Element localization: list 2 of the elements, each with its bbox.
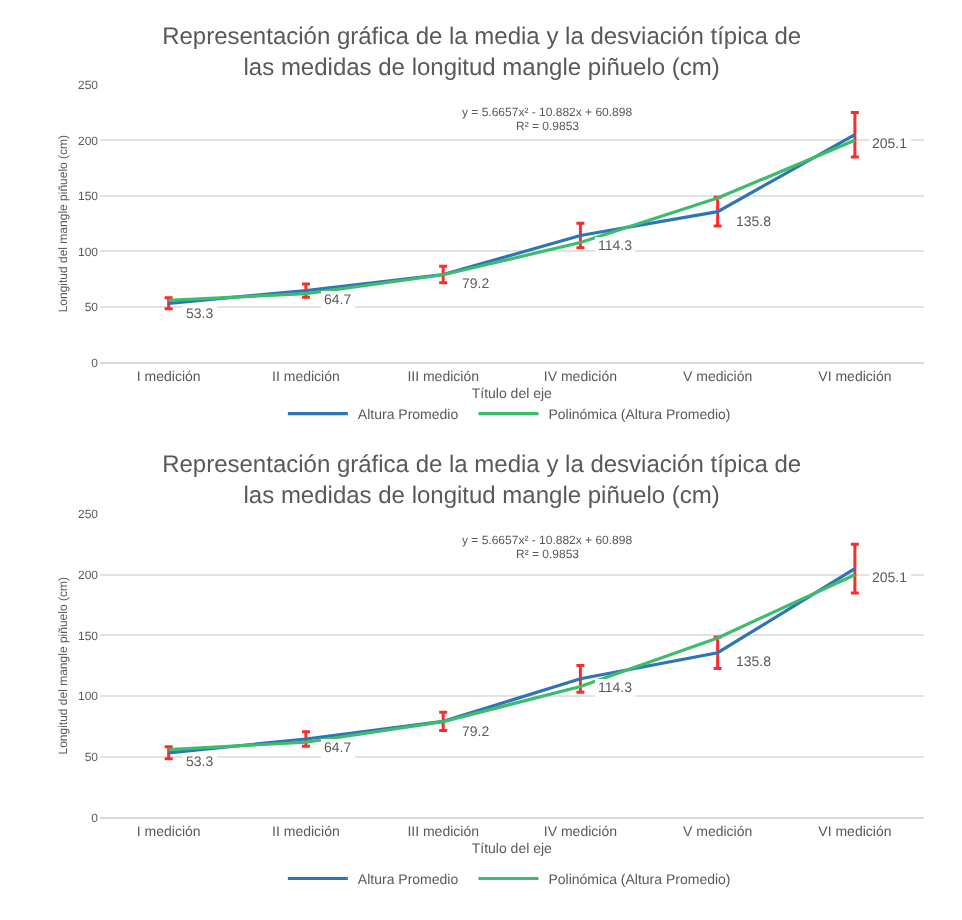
chart-title: Representación gráfica de la media y la desviación típica de las medidas de longitud mangle piñuelo (cm) <box>162 22 802 82</box>
chart-title: Representación gráfica de la media y la desviación típica de las medidas de longitud mangle piñuelo (cm) <box>162 450 802 510</box>
